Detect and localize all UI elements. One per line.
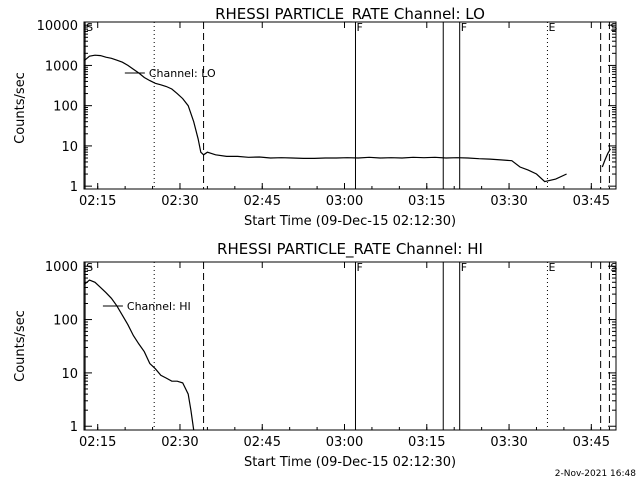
hi-x-tick-label: 03:00 [326,435,363,450]
hi-event-marker-label: S [86,261,93,274]
lo-chart-title: RHESSI PARTICLE_RATE Channel: LO [215,5,485,24]
lo-y-tick-label: 10000 [37,19,78,34]
hi-event-marker-label: F [461,261,467,274]
hi-y-tick-label: 100 [53,314,78,329]
lo-x-tick-label: 02:45 [244,194,281,209]
lo-y-axis-label: Counts/sec [13,72,28,144]
hi-x-tick-label: 03:30 [490,435,527,450]
hi-x-tick-label: 03:15 [408,435,445,450]
lo-series-line [601,148,612,168]
lo-event-marker-label: E [548,21,555,34]
lo-event-marker-label: F [461,21,467,34]
hi-y-tick-label: 10 [61,367,78,382]
hi-chart-title: RHESSI PARTICLE_RATE Channel: HI [217,240,483,259]
hi-series-line [83,279,195,431]
lo-event-marker-label: S [86,21,93,34]
hi-legend-label: Channel: HI [127,300,191,313]
hi-y-axis-label: Counts/sec [13,310,28,382]
hi-x-tick-label: 02:15 [79,435,116,450]
lo-y-tick-label: 1 [70,180,78,195]
hi-event-marker-label: F [356,261,362,274]
hi-plot-marks: 02:15 02:30 02:45 03:00 03:15 03:30 03:45 1 10 10… [45,260,618,450]
lo-plot-frame [83,21,617,190]
lo-series-line [83,54,567,183]
hi-x-tick-label: 03:45 [573,435,610,450]
hi-x-tick-label: 02:30 [161,435,198,450]
lo-y-tick-label: 1000 [45,59,78,74]
hi-event-marker-label: S [610,261,617,274]
hi-y-tick-label: 1000 [45,260,78,275]
lo-plot-marks: 02:15 02:30 02:45 03:00 03:15 03:30 03:45 1 10 10… [37,19,618,209]
generated-timestamp: 2-Nov-2021 16:48 [555,469,637,479]
hi-x-axis-label: Start Time (09-Dec-15 02:12:30) [244,455,456,470]
lo-event-marker-label: S [610,21,617,34]
hi-event-marker-label: E [548,261,555,274]
hi-y-tick-label: 1 [70,420,78,435]
lo-event-marker-label: F [356,21,362,34]
lo-legend-label: Channel: LO [149,67,216,80]
lo-y-tick-label: 100 [53,100,78,115]
hi-plot-frame [83,261,617,431]
lo-x-tick-label: 03:30 [490,194,527,209]
lo-y-tick-label: 10 [61,140,78,155]
lo-x-axis-label: Start Time (09-Dec-15 02:12:30) [244,214,456,229]
lo-x-tick-label: 03:15 [408,194,445,209]
hi-channel-panel: RHESSI PARTICLE_RATE Channel: HI Counts/… [13,240,617,470]
hi-x-tick-label: 02:45 [244,435,281,450]
lo-x-tick-label: 03:45 [573,194,610,209]
lo-x-tick-label: 03:00 [326,194,363,209]
lo-x-tick-label: 02:15 [79,194,116,209]
lo-x-tick-label: 02:30 [161,194,198,209]
lo-channel-panel: RHESSI PARTICLE_RATE Channel: LO Counts/… [13,5,617,229]
